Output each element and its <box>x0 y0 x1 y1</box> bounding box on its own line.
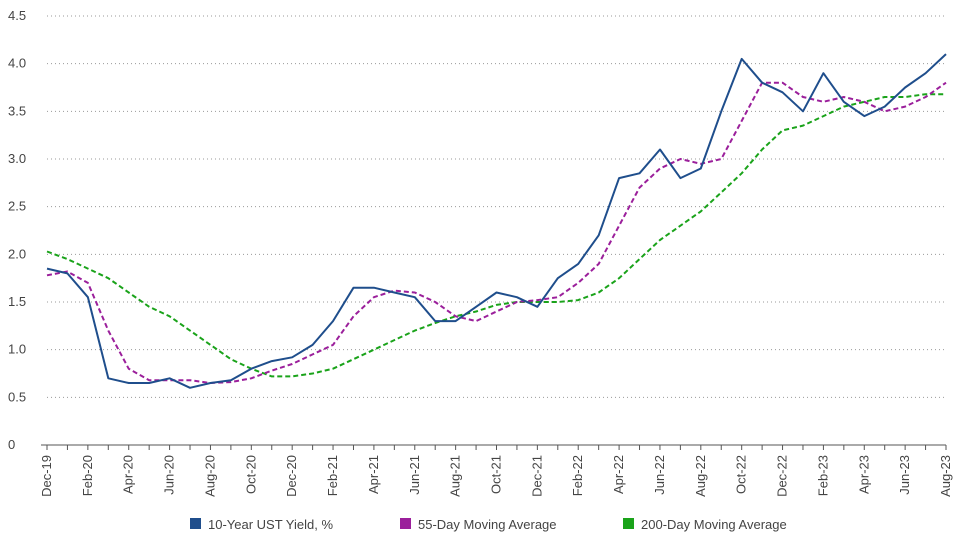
y-tick-label: 0 <box>8 437 15 452</box>
x-tick-label: Apr-21 <box>366 455 381 494</box>
legend-swatch <box>400 518 411 529</box>
x-tick-label: Jun-20 <box>162 455 177 495</box>
x-tick-label: Feb-20 <box>80 455 95 496</box>
legend-label: 55-Day Moving Average <box>418 517 557 532</box>
x-tick-label: Aug-21 <box>448 455 463 497</box>
x-tick-label: Oct-20 <box>243 455 258 494</box>
y-tick-label: 4.5 <box>8 8 26 23</box>
x-tick-label: Dec-22 <box>775 455 790 497</box>
x-tick-label: Dec-20 <box>284 455 299 497</box>
y-tick-label: 2.0 <box>8 246 26 261</box>
x-tick-label: Aug-23 <box>938 455 953 497</box>
x-tick-label: Aug-22 <box>693 455 708 497</box>
legend-label: 200-Day Moving Average <box>641 517 787 532</box>
x-tick-label: Apr-22 <box>611 455 626 494</box>
series-line <box>46 93 946 378</box>
x-tick-label: Dec-21 <box>529 455 544 497</box>
y-tick-label: 2.5 <box>8 199 26 214</box>
x-tick-label: Feb-23 <box>815 455 830 496</box>
legend-swatch <box>190 518 201 529</box>
x-tick-label: Dec-19 <box>39 455 54 497</box>
x-tick-label: Apr-20 <box>121 455 136 494</box>
x-tick-label: Jun-23 <box>897 455 912 495</box>
y-tick-label: 0.5 <box>8 389 26 404</box>
x-tick-label: Apr-23 <box>856 455 871 494</box>
y-tick-label: 4.0 <box>8 56 26 71</box>
x-tick-label: Jun-22 <box>652 455 667 495</box>
y-tick-label: 1.5 <box>8 294 26 309</box>
legend-label: 10-Year UST Yield, % <box>208 517 333 532</box>
y-tick-label: 3.5 <box>8 103 26 118</box>
legend-swatch <box>623 518 634 529</box>
y-tick-label: 3.0 <box>8 151 26 166</box>
x-tick-label: Feb-21 <box>325 455 340 496</box>
series-line <box>46 81 947 384</box>
series-line <box>46 53 947 389</box>
y-tick-label: 1.0 <box>8 342 26 357</box>
x-tick-label: Oct-21 <box>489 455 504 494</box>
x-tick-label: Jun-21 <box>407 455 422 495</box>
x-tick-label: Aug-20 <box>202 455 217 497</box>
x-tick-label: Feb-22 <box>570 455 585 496</box>
x-tick-label: Oct-22 <box>734 455 749 494</box>
